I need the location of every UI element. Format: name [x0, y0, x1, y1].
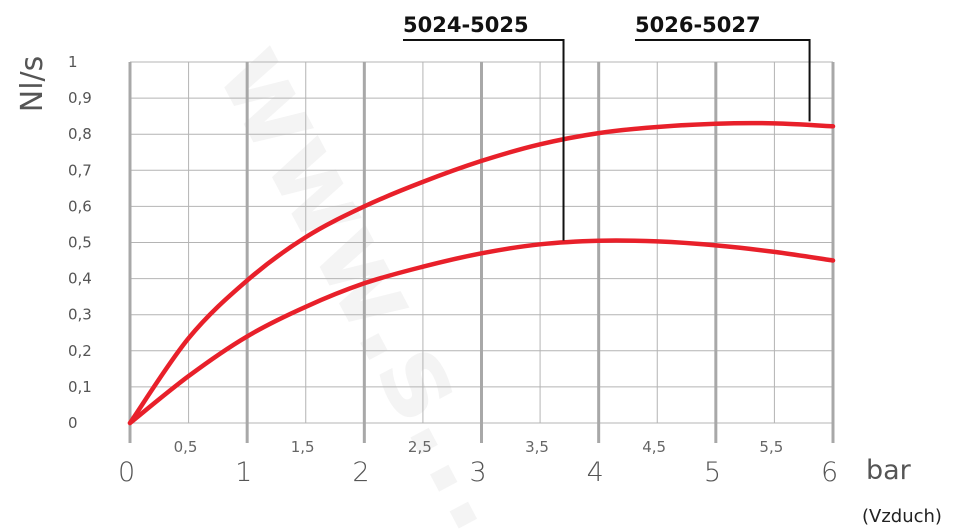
medium-note: (Vzduch)	[862, 506, 942, 527]
x-minor-tick-label: 5,5	[759, 438, 783, 456]
leader-line-5024-5025	[403, 39, 565, 241]
series-label-5026-5027: 5026-5027	[635, 13, 761, 37]
x-axis-label: bar	[866, 455, 912, 486]
y-tick-label: 0	[68, 414, 78, 432]
x-tick-label: 3	[470, 457, 487, 488]
y-tick-label: 0,3	[68, 306, 92, 324]
x-axis-ticks: 0 1 2 3 4 5 6 0,5 1,5 2,5 3,5 4,5 5,5	[118, 438, 838, 488]
y-tick-label: 0,9	[68, 89, 92, 107]
series-line-5024-5025	[127, 238, 836, 426]
x-tick-label: 6	[821, 457, 838, 488]
x-tick-label: 1	[235, 457, 252, 488]
y-tick-label: 0,7	[68, 161, 92, 179]
y-tick-label: 0,5	[68, 234, 92, 252]
x-tick-label: 0	[118, 457, 135, 488]
x-minor-tick-label: 3,5	[525, 438, 549, 456]
y-tick-label: 0,4	[68, 270, 92, 288]
series-labels: 5026-5027 5024-5025	[403, 13, 811, 241]
y-tick-label: 0,1	[68, 378, 92, 396]
series-lines	[127, 120, 836, 426]
x-minor-tick-label: 4,5	[642, 438, 666, 456]
x-tick-label: 5	[704, 457, 721, 488]
y-axis-label: Nl/s	[15, 56, 50, 113]
leader-line-5026-5027	[635, 39, 811, 122]
y-tick-label: 0,2	[68, 342, 92, 360]
y-tick-label: 0,8	[68, 125, 92, 143]
y-axis-ticks: 0 0,1 0,2 0,3 0,4 0,5 0,6 0,7 0,8 0,9 1	[68, 53, 92, 432]
x-minor-tick-label: 2,5	[408, 438, 432, 456]
y-tick-label: 1	[68, 53, 78, 71]
series-label-5024-5025: 5024-5025	[403, 13, 529, 37]
x-tick-label: 2	[352, 457, 369, 488]
y-tick-label: 0,6	[68, 197, 92, 215]
x-tick-label: 4	[587, 457, 604, 488]
x-minor-tick-label: 1,5	[291, 438, 315, 456]
x-minor-tick-label: 0,5	[174, 438, 198, 456]
series-line-5026-5027	[127, 120, 836, 426]
